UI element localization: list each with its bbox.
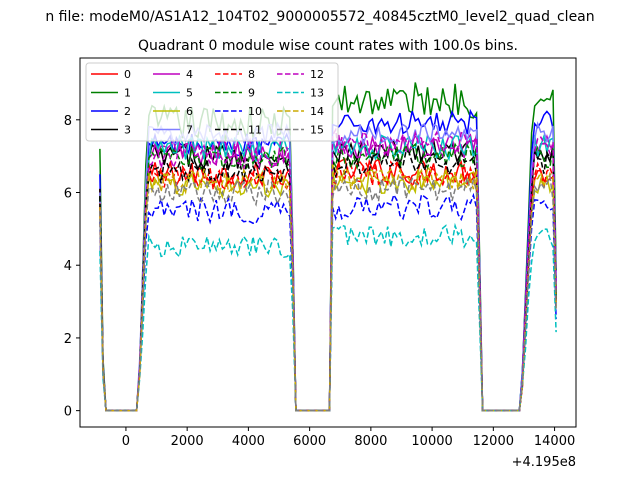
x-tick-label: 0 — [122, 434, 130, 449]
legend-label-5: 5 — [186, 87, 193, 100]
series-line-2 — [99, 108, 557, 412]
x-axis: 0 2000 4000 6000 8000 10000 12000 14000 — [122, 427, 575, 449]
legend-label-1: 1 — [124, 87, 131, 100]
series-layer — [99, 82, 557, 412]
y-tick-label: 0 — [64, 405, 72, 420]
legend-label-10: 10 — [248, 105, 262, 118]
y-tick-label: 2 — [64, 332, 72, 347]
x-tick-label: 4000 — [232, 434, 265, 449]
legend-label-14: 14 — [310, 105, 324, 118]
figure-suptitle: n file: modeM0/AS1A12_104T02_9000005572_… — [45, 9, 594, 25]
legend-label-12: 12 — [310, 68, 324, 81]
chart-title: Quadrant 0 module wise count rates with … — [138, 38, 518, 54]
legend-label-4: 4 — [186, 68, 193, 81]
legend-label-2: 2 — [124, 105, 131, 118]
x-tick-label: 6000 — [293, 434, 326, 449]
legend-label-3: 3 — [124, 124, 131, 137]
legend-label-13: 13 — [310, 87, 324, 100]
legend-label-15: 15 — [310, 124, 324, 137]
legend-label-0: 0 — [124, 68, 131, 81]
legend-label-8: 8 — [248, 68, 255, 81]
x-tick-label: 10000 — [411, 434, 452, 449]
series-line-8 — [99, 160, 557, 412]
y-tick-label: 6 — [64, 187, 72, 202]
legend-label-6: 6 — [186, 105, 193, 118]
x-tick-label: 12000 — [473, 434, 514, 449]
legend-box — [85, 62, 339, 142]
x-tick-label: 8000 — [354, 434, 387, 449]
legend-label-9: 9 — [248, 87, 255, 100]
x-tick-label: 2000 — [171, 434, 204, 449]
legend-label-11: 11 — [248, 124, 262, 137]
y-tick-label: 4 — [64, 259, 72, 274]
series-line-4 — [99, 133, 557, 412]
series-line-10 — [99, 192, 557, 412]
series-line-11 — [99, 149, 557, 412]
series-line-12 — [99, 127, 557, 412]
x-offset-text: +4.195e8 — [512, 455, 576, 470]
series-line-15 — [99, 173, 557, 412]
x-tick-label: 14000 — [534, 434, 575, 449]
y-axis: 0 2 4 6 8 — [64, 114, 80, 420]
series-line-0 — [99, 157, 557, 412]
series-line-5 — [99, 133, 557, 412]
y-tick-label: 8 — [64, 114, 72, 129]
series-line-13 — [99, 222, 557, 412]
plot-frame — [79, 57, 577, 428]
series-line-14 — [99, 163, 557, 412]
series-line-9 — [99, 142, 557, 412]
legend-label-7: 7 — [186, 124, 193, 137]
